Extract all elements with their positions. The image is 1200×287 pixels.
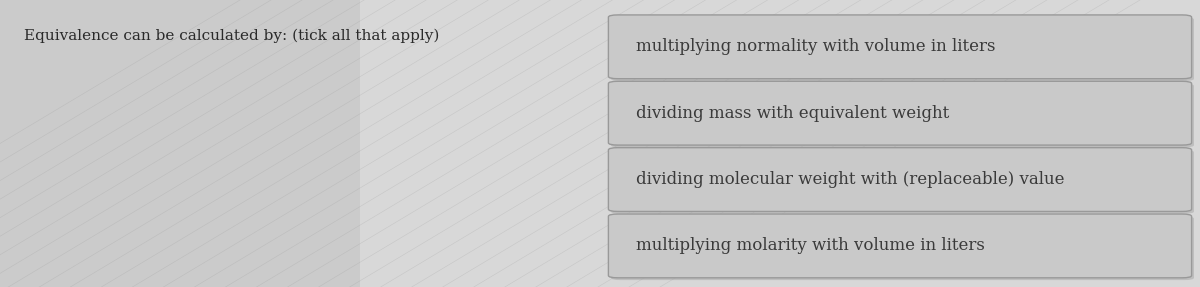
FancyBboxPatch shape [611,216,1194,280]
FancyBboxPatch shape [608,81,1192,145]
Text: multiplying molarity with volume in liters: multiplying molarity with volume in lite… [636,237,985,254]
FancyBboxPatch shape [608,15,1192,79]
FancyBboxPatch shape [611,17,1194,81]
Text: Equivalence can be calculated by: (tick all that apply): Equivalence can be calculated by: (tick … [24,29,439,43]
FancyBboxPatch shape [611,150,1194,214]
Text: multiplying normality with volume in liters: multiplying normality with volume in lit… [636,38,996,55]
FancyBboxPatch shape [608,214,1192,278]
FancyBboxPatch shape [611,84,1194,148]
Bar [0,0,360,287]
Text: dividing molecular weight with (replaceable) value: dividing molecular weight with (replacea… [636,171,1064,188]
FancyBboxPatch shape [608,148,1192,212]
Text: dividing mass with equivalent weight: dividing mass with equivalent weight [636,105,949,122]
